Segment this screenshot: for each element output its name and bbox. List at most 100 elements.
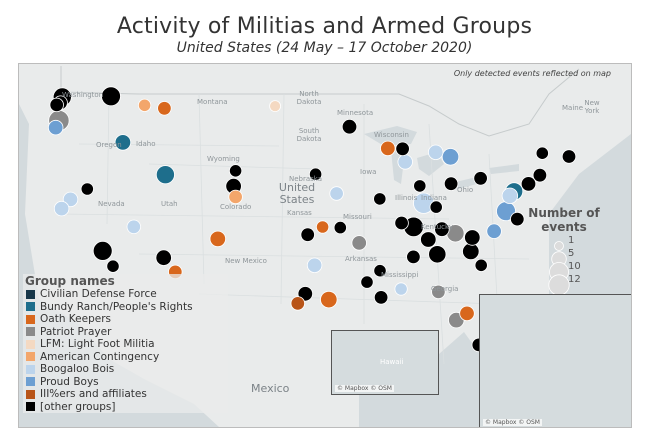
event-marker[interactable] bbox=[473, 171, 488, 186]
legend-swatch bbox=[26, 339, 35, 349]
legend-label: American Contingency bbox=[40, 350, 160, 363]
event-marker[interactable] bbox=[92, 240, 113, 261]
group-legend-item[interactable]: Patriot Prayer bbox=[23, 326, 228, 339]
event-marker[interactable] bbox=[406, 249, 421, 265]
label-minnesota: Minnesota bbox=[337, 109, 374, 117]
label-montana: Montana bbox=[197, 98, 228, 106]
legend-swatch bbox=[26, 364, 35, 374]
event-marker[interactable] bbox=[373, 264, 387, 278]
event-marker[interactable] bbox=[329, 186, 344, 201]
event-marker[interactable] bbox=[114, 134, 132, 151]
legend-label: III%ers and affiliates bbox=[40, 388, 147, 401]
event-marker[interactable] bbox=[394, 215, 409, 231]
event-marker[interactable] bbox=[351, 235, 367, 251]
map-note: Only detected events reflected on map bbox=[453, 69, 611, 78]
event-marker[interactable] bbox=[520, 176, 537, 192]
event-marker[interactable] bbox=[48, 119, 64, 136]
label-north-dakota: North Dakota bbox=[296, 90, 322, 106]
label-wisconsin: Wisconsin bbox=[374, 131, 409, 139]
event-marker[interactable] bbox=[464, 229, 481, 246]
legend-swatch bbox=[26, 327, 35, 337]
event-marker[interactable] bbox=[138, 98, 152, 112]
event-marker[interactable] bbox=[510, 211, 525, 227]
group-legend-item[interactable]: American Contingency bbox=[23, 351, 228, 364]
legend-label: Civilian Defense Force bbox=[40, 288, 157, 301]
event-marker[interactable] bbox=[308, 167, 323, 181]
event-marker[interactable] bbox=[486, 223, 502, 239]
event-marker[interactable] bbox=[413, 179, 427, 193]
label-colorado: Colorado bbox=[220, 203, 252, 211]
group-legend-item[interactable]: [other groups] bbox=[23, 401, 228, 414]
label-new-york: New York bbox=[584, 99, 600, 115]
event-marker[interactable] bbox=[434, 221, 450, 237]
label-mississippi: Mississippi bbox=[381, 271, 419, 279]
event-marker[interactable] bbox=[300, 227, 315, 242]
legend-swatch bbox=[26, 352, 35, 362]
group-legend-item[interactable]: Civilian Defense Force bbox=[23, 288, 228, 301]
label-arkansas: Arkansas bbox=[345, 255, 377, 263]
group-legend-title: Group names bbox=[25, 274, 115, 288]
event-marker[interactable] bbox=[269, 100, 282, 112]
event-marker[interactable] bbox=[394, 282, 408, 296]
label-new-mexico: New Mexico bbox=[225, 257, 267, 265]
event-marker[interactable] bbox=[126, 219, 142, 235]
event-marker[interactable] bbox=[155, 249, 172, 266]
event-marker[interactable] bbox=[228, 189, 243, 205]
event-marker[interactable] bbox=[420, 231, 437, 248]
event-marker[interactable] bbox=[380, 140, 396, 157]
map-panel[interactable]: Only detected events reflected on map No… bbox=[18, 63, 632, 428]
event-marker[interactable] bbox=[49, 97, 64, 113]
event-marker[interactable] bbox=[101, 86, 121, 107]
event-marker[interactable] bbox=[373, 290, 389, 305]
event-marker[interactable] bbox=[397, 154, 413, 170]
event-marker[interactable] bbox=[290, 296, 306, 311]
event-marker[interactable] bbox=[320, 290, 338, 309]
event-marker[interactable] bbox=[229, 164, 243, 178]
alaska-inset[interactable]: © Mapbox © OSM bbox=[479, 294, 631, 427]
event-marker[interactable] bbox=[428, 245, 447, 264]
event-marker[interactable] bbox=[459, 305, 475, 322]
event-marker[interactable] bbox=[306, 257, 323, 274]
event-marker[interactable] bbox=[501, 187, 519, 205]
event-marker[interactable] bbox=[428, 144, 444, 161]
event-marker[interactable] bbox=[157, 101, 172, 116]
event-marker[interactable] bbox=[155, 165, 175, 185]
size-legend-circles bbox=[548, 241, 570, 296]
event-marker[interactable] bbox=[395, 141, 410, 157]
event-marker[interactable] bbox=[209, 230, 227, 248]
event-marker[interactable] bbox=[360, 275, 374, 289]
event-marker[interactable] bbox=[106, 259, 120, 273]
group-legend-item[interactable]: Oath Keepers bbox=[23, 313, 228, 326]
label-illinois: Illinois bbox=[395, 194, 418, 202]
event-marker[interactable] bbox=[443, 176, 459, 191]
event-marker[interactable] bbox=[441, 148, 460, 166]
legend-label: Boogaloo Bois bbox=[40, 363, 115, 376]
label-kentucky: Kentucky bbox=[421, 223, 453, 231]
event-marker[interactable] bbox=[429, 200, 443, 214]
event-marker[interactable] bbox=[373, 192, 387, 206]
event-marker[interactable] bbox=[535, 146, 549, 160]
group-legend: Group names Civilian Defense Force Bundy … bbox=[23, 274, 228, 413]
hawaii-inset[interactable]: Hawaii © Mapbox © OSM bbox=[331, 330, 439, 395]
event-marker[interactable] bbox=[333, 221, 347, 235]
group-legend-item[interactable]: III%ers and affiliates bbox=[23, 388, 228, 401]
group-legend-item[interactable]: Proud Boys bbox=[23, 376, 228, 389]
event-marker[interactable] bbox=[462, 242, 480, 261]
event-marker[interactable] bbox=[53, 200, 70, 217]
event-marker[interactable] bbox=[341, 119, 358, 135]
size-legend-value-5: 5 bbox=[568, 248, 575, 259]
size-legend-value-10: 10 bbox=[568, 261, 581, 272]
group-legend-item[interactable]: LFM: Light Foot Militia bbox=[23, 338, 228, 351]
event-marker[interactable] bbox=[474, 258, 488, 272]
group-legend-item[interactable]: Bundy Ranch/People's Rights bbox=[23, 301, 228, 314]
label-hawaii: Hawaii bbox=[380, 358, 404, 366]
size-legend-title: Number of events bbox=[528, 206, 600, 234]
event-marker[interactable] bbox=[561, 149, 577, 164]
label-oregon: Oregon bbox=[96, 141, 122, 149]
event-marker[interactable] bbox=[532, 167, 548, 183]
label-indiana: Indiana bbox=[421, 194, 447, 202]
group-legend-item[interactable]: Boogaloo Bois bbox=[23, 363, 228, 376]
event-marker[interactable] bbox=[315, 220, 330, 234]
event-marker[interactable] bbox=[80, 182, 94, 196]
event-marker[interactable] bbox=[431, 284, 446, 300]
